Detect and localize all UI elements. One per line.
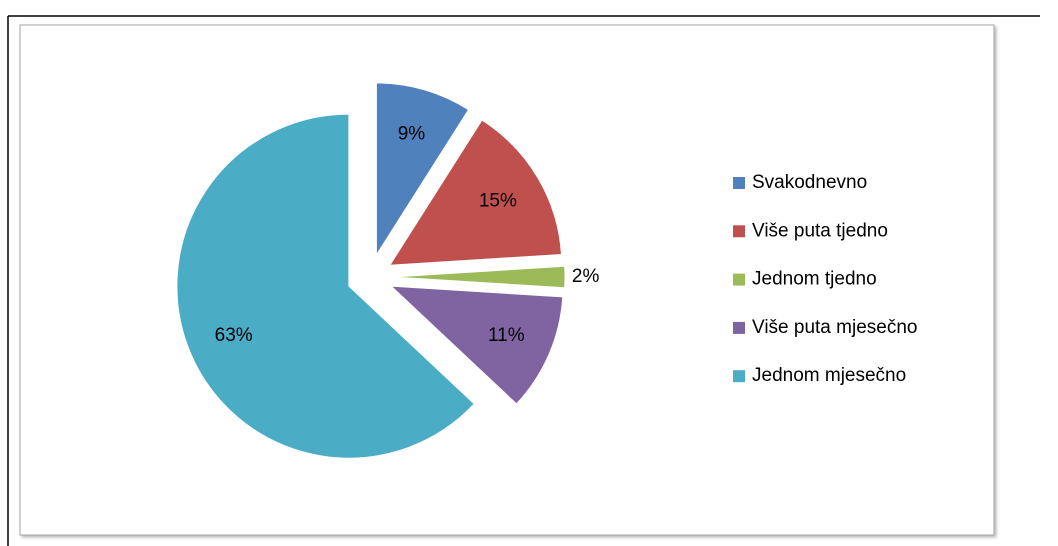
pie: 9% 15% 2% 11% 63% [176, 82, 600, 459]
legend-label: Više puta tjedno [752, 220, 888, 241]
pie-slice [375, 82, 470, 257]
data-label: 9% [398, 123, 426, 144]
legend-label: Jednom mjesečno [752, 365, 906, 386]
legend-swatch [733, 225, 745, 238]
legend-swatch [733, 273, 745, 286]
pie-slice [388, 119, 562, 266]
pie-slice [176, 113, 475, 459]
pie-slice [389, 285, 564, 405]
legend-label: Više puta mjesečno [752, 317, 917, 338]
legend-label: Svakodnevno [752, 172, 867, 193]
data-label: 15% [479, 190, 517, 211]
data-label: 2% [572, 266, 600, 287]
data-label: 63% [215, 325, 253, 346]
legend: Svakodnevno Više puta tjedno Jednom tjedno… [733, 172, 917, 386]
data-label: 11% [488, 325, 525, 346]
legend-swatch [733, 370, 745, 383]
pie-slice [392, 265, 566, 289]
legend-swatch [733, 321, 745, 334]
legend-swatch [733, 177, 745, 189]
legend-label: Jednom tjedno [752, 269, 877, 290]
